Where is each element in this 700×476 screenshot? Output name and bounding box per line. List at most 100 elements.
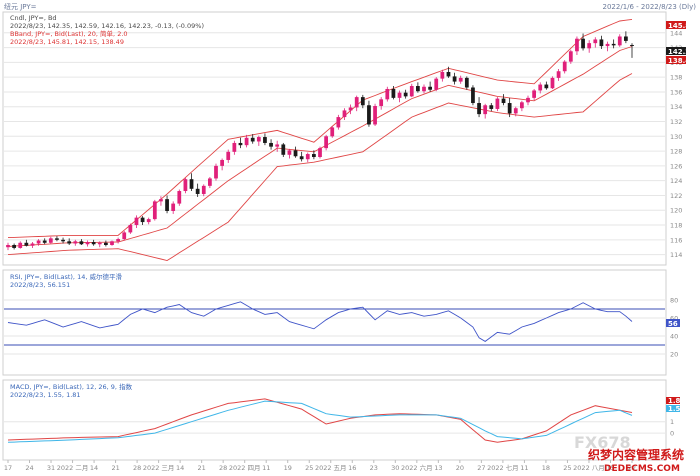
watermark-fx: FX678 xyxy=(574,433,631,452)
watermark: FX678 织梦内容管理系统 DEDECMS.COM xyxy=(574,433,684,474)
legend-rsi-title: RSI, JPY=, Bid(Last), 14, 威尔德平滑 xyxy=(10,272,122,281)
candle-up xyxy=(171,203,176,211)
candle-down xyxy=(452,76,457,82)
time-tick-label: 13 xyxy=(434,464,442,472)
time-axis: 17 24 31 2022 二月 14 21 28 2022 三月 14 21 28 2022 四月 1… xyxy=(4,460,636,472)
candle-up xyxy=(342,110,347,118)
tag-macd-a: 1.81 xyxy=(668,397,685,405)
candle-up xyxy=(513,108,518,114)
candle-up xyxy=(422,86,426,92)
price-tick-label: 132 xyxy=(670,118,682,126)
candle-up xyxy=(220,159,224,166)
price-tick-label: 128 xyxy=(670,148,682,156)
macd-panel: 10 MACD, JPY=, Bid(Last), 12, 26, 9, 指数 … xyxy=(2,379,685,461)
candle-down xyxy=(630,44,634,46)
candle-up xyxy=(97,242,102,245)
time-tick-label: 2022 七月 xyxy=(487,463,519,472)
candle-down xyxy=(140,217,145,223)
candle-up xyxy=(275,144,280,147)
candle-down xyxy=(391,88,396,98)
time-tick-label: 23 xyxy=(370,464,378,472)
candle-down xyxy=(67,241,72,244)
rsi-line xyxy=(7,301,633,342)
rsi-panel: 80 60 40 20 RSI, JPY=, Bid(Last), 14, 威尔德平滑… xyxy=(2,269,680,376)
candle-down xyxy=(599,39,604,47)
time-tick-label: 11 xyxy=(520,464,528,472)
price-axis: 1441421401381361341321301281261241221201… xyxy=(670,29,682,259)
candle-down xyxy=(293,150,298,157)
price-tick-label: 144 xyxy=(670,29,682,37)
candle-up xyxy=(348,107,353,111)
price-grid xyxy=(4,32,665,256)
candle-up xyxy=(305,154,310,160)
time-tick-label: 30 xyxy=(391,464,399,472)
candle-down xyxy=(464,77,469,88)
candle-up xyxy=(532,90,536,98)
candle-up xyxy=(575,38,579,52)
candle-down xyxy=(428,86,432,90)
candle-down xyxy=(238,142,243,146)
price-tick-label: 126 xyxy=(670,162,682,170)
candle-up xyxy=(562,61,567,72)
time-tick-label: 15 xyxy=(606,464,614,472)
candle-up xyxy=(152,201,157,220)
candle-up xyxy=(556,71,561,78)
candle-down xyxy=(104,242,108,245)
candle-down xyxy=(281,144,286,155)
candle-up xyxy=(128,225,133,233)
candle-up xyxy=(232,142,237,152)
time-tick-label: 21 xyxy=(111,464,119,472)
candle-down xyxy=(12,244,16,248)
time-tick-label: 16 xyxy=(348,464,356,472)
time-tick-label: 28 xyxy=(219,464,227,472)
candle-up xyxy=(30,243,35,246)
rsi-tick-label: 80 xyxy=(670,297,678,305)
time-tick-label: 22 xyxy=(628,464,636,472)
price-panel-frame xyxy=(2,11,667,266)
watermark-site-cn: 织梦内容管理系统 xyxy=(588,447,684,462)
candle-up xyxy=(318,148,322,158)
date-range: 2022/1/6 - 2022/8/23 (Dly) xyxy=(603,3,697,11)
candle-up xyxy=(330,127,335,137)
candle-up xyxy=(208,178,212,186)
candle-up xyxy=(495,98,500,109)
candle-up xyxy=(550,77,555,89)
candle-up xyxy=(324,136,328,149)
legend-candle-title: Cndl, JPY=, Bd xyxy=(10,14,57,22)
macd-axis: 10 xyxy=(670,418,674,437)
time-tick-label: 2022 八月 xyxy=(573,464,605,472)
legend-candle-values: 2022/8/23, 142.35, 142.59, 142.16, 142.2… xyxy=(10,22,204,30)
candle-down xyxy=(250,137,255,142)
macd-line xyxy=(7,398,633,443)
price-tick-label: 134 xyxy=(670,103,682,111)
candle-up xyxy=(18,242,23,248)
candle-up xyxy=(48,238,53,243)
candle-up xyxy=(397,92,402,98)
candle-up xyxy=(568,51,573,62)
candle-up xyxy=(256,137,261,142)
price-tick-label: 118 xyxy=(670,222,682,230)
price-legend: Cndl, JPY=, Bd 2022/8/23, 142.35, 142.59… xyxy=(10,14,204,46)
tag-rsi: 56 xyxy=(668,320,678,328)
tag-lower-bg xyxy=(666,56,686,64)
candle-down xyxy=(24,242,29,246)
candle-down xyxy=(624,36,628,41)
candle-down xyxy=(489,105,494,109)
tag-rsi-bg xyxy=(666,319,680,327)
tag-last: 142.23 xyxy=(668,48,695,56)
candle-up xyxy=(538,84,543,91)
candle-down xyxy=(501,98,506,104)
candle-up xyxy=(354,97,359,108)
time-tick-label: 17 xyxy=(4,464,12,472)
price-tick-label: 124 xyxy=(670,177,682,185)
candle-down xyxy=(446,71,451,77)
candle-up xyxy=(440,71,445,79)
candle-down xyxy=(195,188,200,194)
rsi-grid xyxy=(4,299,665,355)
bb-lower-line xyxy=(7,73,633,261)
candle-up xyxy=(617,36,622,46)
candle-up xyxy=(110,241,114,245)
time-tick-label: 27 xyxy=(477,464,485,472)
macd-tick-label: 1 xyxy=(670,418,674,426)
